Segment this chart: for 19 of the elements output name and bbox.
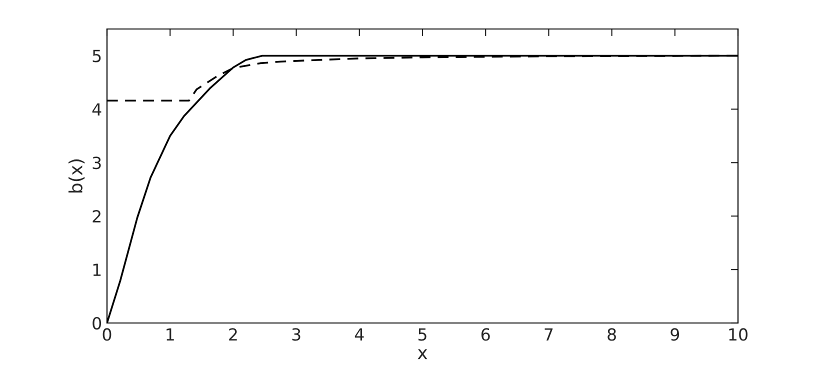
x-tick-label: 2 <box>229 328 237 341</box>
x-tick-label: 1 <box>166 328 174 341</box>
y-tick-label: 4 <box>92 103 102 116</box>
y-tick-label: 0 <box>92 316 102 330</box>
x-tick-label: 5 <box>418 328 426 341</box>
x-tick-label: 7 <box>544 328 553 341</box>
x-tick-label: 10 <box>729 328 748 341</box>
x-tick-label: 8 <box>608 328 616 341</box>
y-tick-label: 5 <box>92 50 101 62</box>
y-tick-label: 2 <box>92 210 100 222</box>
x-tick-label: 6 <box>481 328 490 341</box>
y-axis-title: b(x) <box>68 159 85 192</box>
x-tick-label: 4 <box>354 328 364 341</box>
x-axis-title: x <box>418 349 428 360</box>
x-tick-label: 3 <box>292 328 300 341</box>
x-tick-label: 9 <box>670 328 680 341</box>
y-tick-label: 1 <box>93 264 101 276</box>
x-tick-label: 0 <box>102 328 112 341</box>
y-tick-label: 3 <box>92 156 101 170</box>
